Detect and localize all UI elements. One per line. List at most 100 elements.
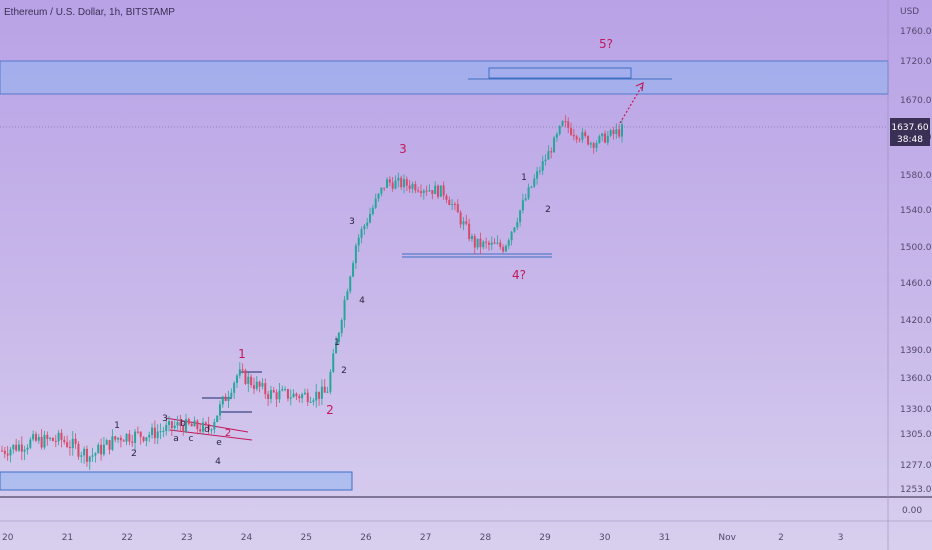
candle-body — [122, 440, 125, 442]
y-tick-label: 1253.00 — [900, 485, 932, 495]
candle-body — [541, 161, 544, 171]
candle-body — [238, 369, 241, 376]
candle-body — [60, 432, 63, 440]
minor-1-label: 1 — [114, 421, 120, 431]
y-tick-label: 1305.00 — [900, 430, 932, 440]
candle-body — [196, 420, 199, 430]
x-tick-label: 2 — [778, 533, 784, 543]
y-tick-label: 1330.00 — [900, 405, 932, 415]
candle-body — [538, 170, 541, 172]
candle-body — [442, 185, 445, 196]
candle-body — [66, 442, 69, 448]
candle-body — [536, 171, 539, 179]
candle-body — [159, 431, 162, 433]
candle-body — [309, 401, 312, 403]
candle-body — [286, 389, 289, 399]
candle-body — [323, 386, 326, 393]
minor-2b-label: 2 — [341, 366, 347, 376]
candle-body — [431, 190, 434, 195]
candle-body — [615, 129, 618, 134]
candle-body — [91, 455, 94, 457]
candle-body — [414, 184, 417, 191]
candles — [1, 115, 623, 470]
candle-body — [499, 242, 502, 248]
minor-2-label: 2 — [131, 449, 137, 459]
candle-body — [136, 431, 139, 433]
candle-body — [445, 195, 448, 200]
y-tick-label: 1580.00 — [900, 171, 932, 181]
candle-body — [459, 212, 462, 225]
y-tick-label: 1360.00 — [900, 374, 932, 384]
candle-body — [204, 422, 207, 424]
candle-body — [581, 132, 584, 140]
candle-body — [561, 121, 564, 126]
arrow-head-icon — [635, 82, 644, 92]
candle-body — [94, 453, 97, 456]
candle-body — [295, 393, 298, 397]
candle-body — [487, 242, 490, 245]
candle-body — [207, 423, 210, 431]
candle-body — [621, 124, 623, 137]
x-tick-label: 21 — [62, 533, 73, 543]
candle-body — [57, 432, 60, 442]
y-tick-label: 1390.00 — [900, 346, 932, 356]
candle-body — [102, 444, 105, 455]
candle-body — [340, 320, 343, 333]
wave-2-label: 2 — [326, 403, 334, 417]
candle-body — [564, 121, 567, 123]
minor-2c-label: 2 — [545, 205, 551, 215]
candle-body — [527, 187, 530, 199]
candle-body — [521, 200, 524, 211]
candle-body — [298, 396, 301, 399]
candle-body — [479, 238, 482, 248]
candle-body — [493, 242, 496, 244]
minor-b-label: b — [180, 419, 186, 429]
candle-body — [111, 436, 114, 450]
candle-body — [555, 134, 558, 138]
candle-body — [394, 180, 397, 189]
candle-body — [502, 247, 505, 252]
currency-label: USD — [900, 7, 919, 17]
candle-body — [411, 184, 414, 189]
minor-2-red-label: 2 — [225, 428, 231, 439]
candle-body — [436, 185, 439, 197]
candle-body — [108, 440, 111, 450]
candle-body — [604, 133, 607, 143]
minor-1c-label: 1 — [521, 173, 527, 183]
candle-body — [131, 441, 134, 443]
y-tick-label: 1760.00 — [900, 27, 932, 37]
candle-body — [606, 135, 609, 143]
candle-body — [476, 238, 479, 248]
candle-body — [156, 431, 159, 439]
candle-body — [332, 353, 335, 372]
minor-4b-label: 4 — [359, 296, 365, 306]
candle-body — [343, 299, 346, 321]
candle-body — [386, 179, 389, 188]
candle-body — [233, 382, 236, 393]
x-tick-label: 26 — [360, 533, 372, 543]
minor-3-label: 3 — [162, 414, 168, 424]
candle-body — [377, 193, 380, 199]
candle-body — [357, 237, 360, 246]
candle-body — [354, 245, 357, 264]
candle-body — [434, 185, 437, 195]
candle-body — [553, 137, 556, 153]
candle-body — [252, 385, 255, 389]
candle-body — [400, 177, 403, 188]
candle-body — [303, 392, 306, 395]
candle-body — [504, 245, 507, 252]
candle-body — [182, 425, 185, 432]
candle-body — [128, 433, 131, 442]
y-tick-label: 1720.00 — [900, 57, 932, 67]
candle-body — [275, 392, 278, 400]
x-tick-label: 24 — [241, 533, 253, 543]
candle-body — [12, 444, 15, 450]
candle-body — [15, 444, 18, 451]
candle-body — [51, 437, 54, 441]
candle-body — [380, 187, 383, 194]
y-ticks: 1760.001720.001670.001630.001580.001540.… — [900, 27, 932, 495]
candle-body — [572, 134, 575, 137]
x-tick-label: 31 — [659, 533, 670, 543]
y-tick-label: 1277.00 — [900, 461, 932, 471]
